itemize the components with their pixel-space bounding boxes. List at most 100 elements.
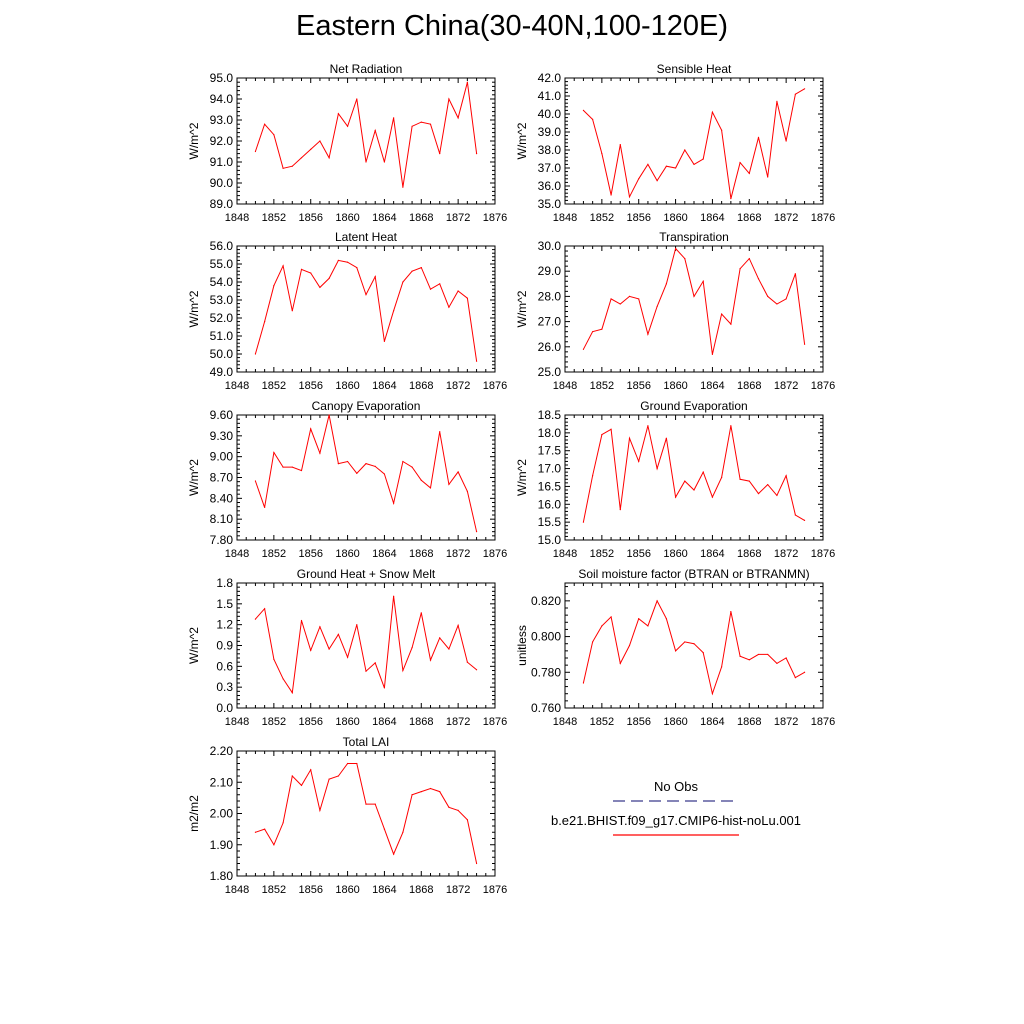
data-point xyxy=(300,784,303,786)
data-point xyxy=(374,803,376,805)
y-tick-label: 49.0 xyxy=(210,365,234,379)
data-point xyxy=(693,643,695,645)
data-point xyxy=(337,633,339,635)
data-point xyxy=(411,270,413,272)
data-point xyxy=(254,618,257,620)
data-point xyxy=(356,472,358,474)
x-tick-label: 1872 xyxy=(446,212,470,224)
data-point xyxy=(466,297,468,299)
panel-title: Ground Evaporation xyxy=(640,399,747,413)
data-point xyxy=(466,819,468,821)
y-tick-label: 0.820 xyxy=(531,594,561,608)
data-point xyxy=(328,277,330,279)
y-tick-label: 0.0 xyxy=(216,701,233,715)
series-line xyxy=(255,596,477,695)
data-point xyxy=(393,502,395,504)
y-tick-label: 8.40 xyxy=(210,491,234,505)
y-tick-label: 2.20 xyxy=(210,744,234,758)
data-point xyxy=(475,531,478,533)
x-tick-label: 1860 xyxy=(335,716,359,728)
y-axis-label: m2/m2 xyxy=(187,795,201,832)
x-tick-label: 1868 xyxy=(409,884,433,896)
x-tick-label: 1848 xyxy=(553,380,577,392)
data-point xyxy=(475,669,478,671)
x-tick-label: 1852 xyxy=(590,548,614,560)
data-point xyxy=(767,295,769,297)
x-tick-label: 1864 xyxy=(372,884,396,896)
y-tick-label: 90.0 xyxy=(210,176,234,190)
x-tick-label: 1856 xyxy=(298,716,322,728)
data-point xyxy=(619,509,621,511)
x-tick-label: 1864 xyxy=(700,716,724,728)
data-point xyxy=(702,280,704,282)
panel-title: Latent Heat xyxy=(335,230,398,244)
data-point xyxy=(356,98,358,100)
data-point xyxy=(757,278,760,280)
y-tick-label: 18.0 xyxy=(538,426,562,440)
panel-title: Total LAI xyxy=(343,735,390,749)
data-point xyxy=(794,273,796,275)
data-point xyxy=(610,428,612,430)
data-point xyxy=(776,662,778,664)
data-point xyxy=(457,809,459,811)
x-tick-label: 1848 xyxy=(553,716,577,728)
data-point xyxy=(273,134,275,136)
x-tick-label: 1856 xyxy=(626,548,650,560)
x-tick-label: 1876 xyxy=(483,380,507,392)
data-point xyxy=(628,644,631,647)
data-point xyxy=(475,862,478,865)
y-tick-label: 0.800 xyxy=(531,630,561,644)
data-point xyxy=(684,258,686,260)
y-tick-label: 2.10 xyxy=(210,775,234,789)
data-point xyxy=(693,489,695,491)
data-point xyxy=(356,762,358,765)
y-tick-label: 93.0 xyxy=(210,113,234,127)
data-point xyxy=(356,267,358,269)
y-tick-label: 95.0 xyxy=(210,71,234,85)
data-point xyxy=(393,310,395,312)
x-tick-label: 1848 xyxy=(225,716,249,728)
x-tick-label: 1860 xyxy=(663,212,687,224)
y-tick-label: 9.30 xyxy=(210,429,234,443)
x-tick-label: 1872 xyxy=(446,548,470,560)
y-tick-label: 1.90 xyxy=(210,838,234,852)
panel-ground-heat-snow-melt: Ground Heat + Snow Melt W/m^2 1848 1852 1856… xyxy=(187,567,507,728)
data-point xyxy=(475,153,478,155)
y-tick-label: 37.0 xyxy=(538,161,562,175)
y-tick-label: 15.5 xyxy=(538,515,562,529)
x-tick-label: 1852 xyxy=(590,380,614,392)
data-point xyxy=(420,479,422,481)
x-tick-label: 1868 xyxy=(409,212,433,224)
data-point xyxy=(684,480,686,482)
data-point xyxy=(402,186,404,188)
x-tick-label: 1876 xyxy=(811,548,835,560)
panel-title: Sensible Heat xyxy=(657,62,732,76)
x-tick-label: 1856 xyxy=(298,380,322,392)
series-line xyxy=(583,88,805,199)
data-point xyxy=(273,451,275,454)
data-point xyxy=(610,298,612,300)
panel-canopy-evaporation: Canopy Evaporation W/m^2 1848 1852 1856 1860 1… xyxy=(187,399,507,560)
data-point xyxy=(619,662,621,664)
series-line xyxy=(582,599,805,696)
data-point xyxy=(282,265,284,267)
plot-frame xyxy=(236,414,496,541)
data-point xyxy=(767,176,769,178)
panel-sensible-heat: Sensible Heat W/m^2 1848 1852 1856 1860 1864 18… xyxy=(515,62,835,224)
data-point xyxy=(721,476,723,479)
data-point xyxy=(628,295,631,297)
x-tick-label: 1868 xyxy=(737,548,761,560)
data-point xyxy=(448,98,450,100)
y-tick-label: 16.0 xyxy=(538,497,562,511)
x-tick-label: 1860 xyxy=(663,716,687,728)
data-point xyxy=(254,150,257,153)
x-tick-label: 1852 xyxy=(590,716,614,728)
data-point xyxy=(628,437,631,439)
legend-swatch-dashed xyxy=(613,800,739,802)
panel-title: Ground Heat + Snow Melt xyxy=(297,567,436,581)
data-point xyxy=(601,328,603,330)
data-point xyxy=(254,480,257,482)
data-point xyxy=(346,762,349,765)
data-point xyxy=(665,165,667,167)
y-tick-label: 29.0 xyxy=(538,264,562,278)
